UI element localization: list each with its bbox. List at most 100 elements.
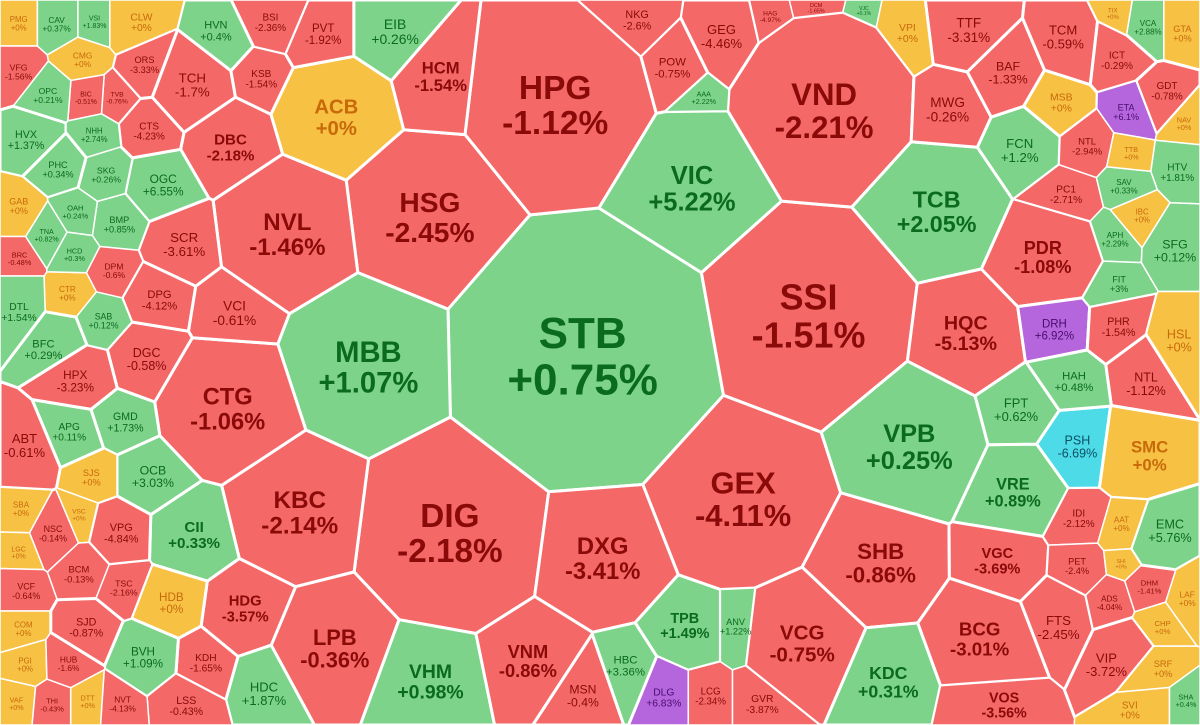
tile-lcg[interactable]: LCG-2.34%: [687, 660, 734, 725]
tile-ntl2[interactable]: NTL-1.12%: [1104, 333, 1200, 422]
tile-eib[interactable]: EIB+0.26%: [352, 0, 463, 83]
tile-symbol: VCG: [780, 622, 825, 645]
tile-vnd[interactable]: VND-2.21%: [726, 10, 916, 209]
tile-shape-hcd: [46, 231, 101, 274]
tile-change: -0.76%: [106, 99, 128, 106]
tile-symbol: FCN: [1006, 136, 1033, 151]
tile-shi[interactable]: SHI+0%: [1102, 547, 1143, 582]
tile-vnm[interactable]: VNM-0.86%: [474, 594, 594, 725]
tile-kbc[interactable]: KBC-2.14%: [220, 428, 371, 589]
tile-symbol: BAF: [996, 60, 1021, 74]
tile-tix[interactable]: TIX+0%: [1086, 0, 1134, 36]
tile-vsc[interactable]: VSC+0%: [54, 487, 99, 544]
tile-symbol: DCM: [810, 3, 823, 9]
tile-gta[interactable]: GTA+0%: [1163, 0, 1200, 71]
tile-nkg[interactable]: NKG-2.6%: [577, 0, 684, 57]
tile-change: -1.65%: [190, 664, 222, 675]
tile-chp[interactable]: CHP+0%: [1131, 601, 1198, 647]
tile-dpm[interactable]: DPM-0.6%: [85, 245, 144, 299]
tile-symbol: LGC: [11, 546, 25, 553]
tile-stb[interactable]: STB+0.75%: [446, 206, 725, 494]
tile-symbol: CTR: [59, 285, 76, 294]
tile-dbc[interactable]: DBC-2.18%: [179, 95, 285, 202]
tile-change: -0.13%: [64, 574, 94, 585]
tile-pmg[interactable]: PMG+0%: [0, 0, 39, 47]
tile-smc[interactable]: SMC+0%: [1097, 404, 1200, 502]
tile-symbol: ICT: [1109, 51, 1125, 62]
tile-change: +0%: [316, 118, 357, 140]
tile-dig[interactable]: DIG-2.18%: [352, 415, 551, 635]
tile-shape-chp: [1131, 601, 1198, 647]
tile-symbol: GMD: [113, 411, 138, 423]
tile-change: -3.01%: [950, 638, 1010, 659]
tile-symbol: SFG: [1162, 238, 1187, 252]
tile-change: +0%: [1166, 341, 1192, 355]
tile-change: -1.12%: [502, 105, 608, 142]
tile-vic[interactable]: VIC+5.22%: [597, 109, 783, 275]
tile-vos[interactable]: VOS-3.56%: [931, 677, 1076, 725]
tile-hag[interactable]: HAG-4.97%: [748, 0, 795, 44]
tile-hsg[interactable]: HSG-2.45%: [344, 128, 532, 311]
tile-vcf[interactable]: VCF-0.64%: [0, 567, 58, 612]
tile-change: +5.22%: [648, 189, 735, 217]
tile-symbol: APH: [1107, 231, 1124, 240]
tile-tcb[interactable]: TCB+2.05%: [850, 140, 1015, 285]
tile-vjc[interactable]: VJC+0.1%: [842, 0, 883, 28]
tile-symbol: CTS: [139, 121, 159, 132]
tile-anv[interactable]: ANV+1.22%: [719, 587, 756, 671]
tile-symbol: BFC: [32, 339, 54, 351]
tile-symbol: EMC: [1156, 518, 1184, 532]
tile-mwg[interactable]: MWG-0.26%: [909, 62, 993, 149]
tile-symbol: APG: [59, 422, 80, 433]
tile-abt[interactable]: ABT-0.61%: [0, 380, 62, 492]
tile-symbol: HAG: [763, 10, 777, 17]
tile-tpb[interactable]: TPB+1.49%: [633, 573, 722, 672]
tile-symbol: GEX: [710, 466, 776, 501]
tile-ibc[interactable]: IBC+0%: [1109, 188, 1171, 249]
tile-hbc[interactable]: HBC+3.36%: [590, 621, 659, 725]
tile-symbol: PHC: [48, 160, 68, 170]
tile-change: +0%: [15, 629, 31, 638]
tile-clw[interactable]: CLW+0%: [109, 0, 186, 56]
tile-hpg[interactable]: HPG-1.12%: [463, 0, 658, 217]
tile-change: +1.54%: [1, 313, 36, 324]
tile-change: -0.58%: [127, 359, 167, 373]
tile-symbol: SCR: [170, 230, 198, 245]
tile-aaa[interactable]: AAA+2.22%: [664, 72, 730, 113]
tile-bcg[interactable]: BCG-3.01%: [916, 576, 1052, 688]
tile-change: -4.11%: [695, 498, 791, 533]
tile-cav[interactable]: CAV+0.37%: [36, 0, 79, 56]
tile-symbol: VIC: [671, 162, 714, 190]
tile-vgc[interactable]: VGC-3.69%: [947, 520, 1051, 603]
tile-symbol: HSG: [399, 186, 460, 218]
tile-symbol: HBC: [613, 655, 637, 667]
tile-change: -3.41%: [565, 558, 640, 585]
tile-cii[interactable]: CII+0.33%: [148, 478, 241, 583]
tile-symbol: STB: [539, 309, 627, 358]
tile-change: +0%: [1177, 123, 1192, 132]
tile-symbol: LAF: [1180, 589, 1195, 599]
tile-gmd[interactable]: GMD+1.73%: [89, 386, 162, 457]
tile-change: +0%: [1120, 711, 1140, 722]
tile-change: +0%: [1051, 104, 1072, 115]
tile-vaf[interactable]: VAF+0%: [0, 677, 37, 725]
tile-change: +0%: [13, 509, 29, 518]
tile-symbol: BCM: [68, 564, 89, 575]
tile-change: +0.31%: [858, 682, 919, 702]
tile-hqc[interactable]: HQC-5.13%: [905, 267, 1027, 398]
tile-symbol: VOS: [989, 691, 1019, 707]
tile-lss[interactable]: LSS-0.43%: [146, 672, 234, 725]
tile-nhh[interactable]: NHH+2.74%: [65, 113, 122, 159]
tile-cmg[interactable]: CMG+0%: [46, 36, 117, 82]
tile-sfg[interactable]: SFG+0.12%: [1140, 201, 1200, 293]
tile-hcd[interactable]: HCD+0.3%: [46, 231, 101, 274]
tile-hsl[interactable]: HSL+0%: [1145, 290, 1200, 421]
tile-nvl[interactable]: NVL-1.46%: [211, 152, 360, 316]
tile-baf[interactable]: BAF-1.33%: [965, 16, 1046, 119]
tile-ttb[interactable]: TTB+0%: [1105, 131, 1156, 173]
tile-hub[interactable]: HUB-1.6%: [45, 631, 106, 689]
tile-sha[interactable]: SHA+0.4%: [1168, 664, 1200, 725]
tile-sjd[interactable]: SJD-0.87%: [49, 597, 125, 668]
tile-change: -0.36%: [300, 648, 369, 673]
tile-symbol: FIT: [1112, 274, 1126, 284]
